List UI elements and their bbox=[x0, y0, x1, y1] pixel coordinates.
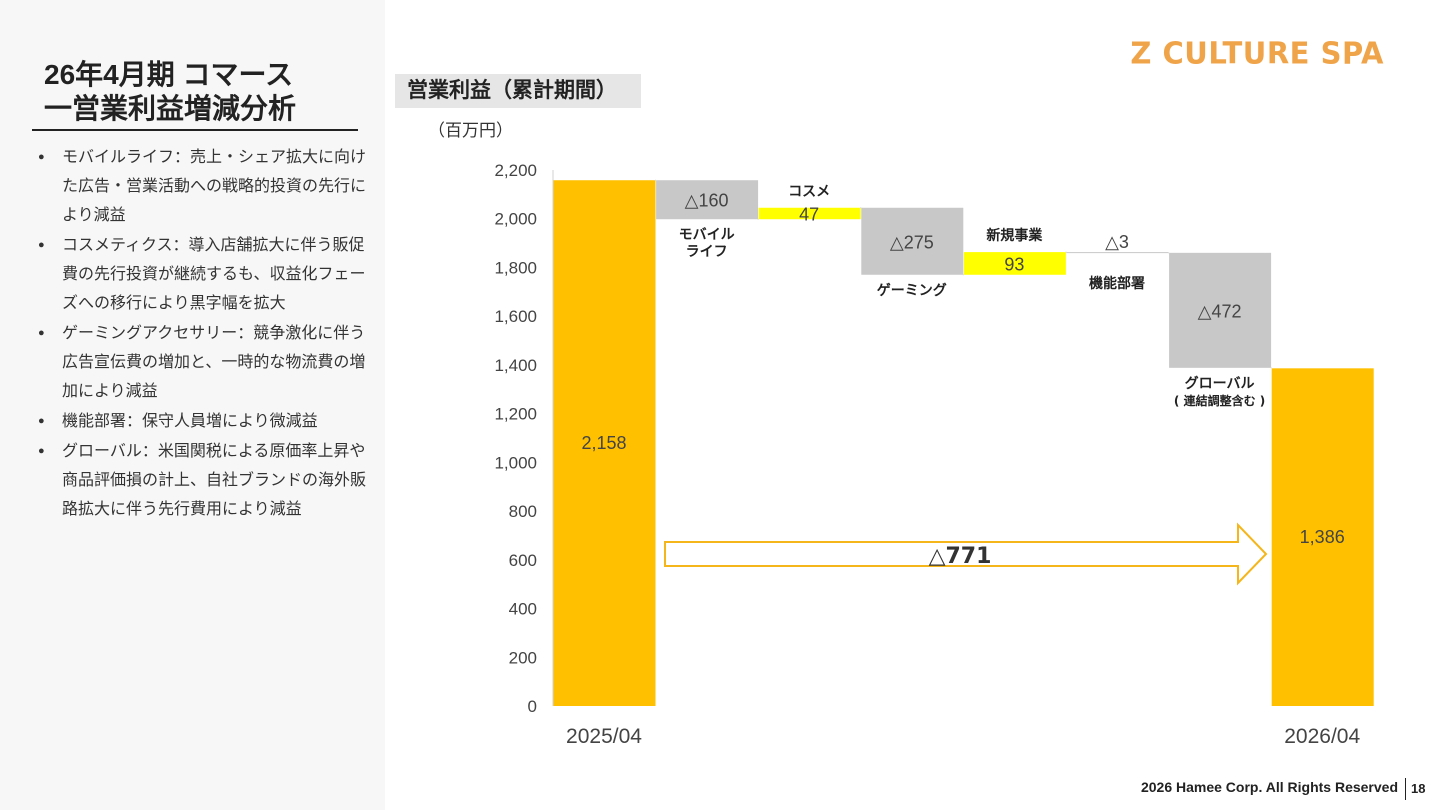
bar-value-label: △275 bbox=[890, 232, 934, 252]
y-tick-label: 1,800 bbox=[494, 258, 537, 277]
bullet-functional-dept: 機能部署：保守人員増により微減益 bbox=[36, 407, 366, 436]
section-label: 営業利益（累計期間） bbox=[395, 74, 641, 108]
bullet-cosmetics: コスメティクス：導入店舗拡大に伴う販促費の先行投資が継続するも、収益化フェーズへ… bbox=[36, 231, 366, 318]
bar-increase bbox=[963, 252, 1066, 275]
step-caption: 新規事業 bbox=[986, 227, 1043, 244]
bullet-global: グローバル：米国関税による原価率上昇や商品評価損の計上、自社ブランドの海外販路拡… bbox=[36, 437, 366, 524]
page-title: 26年4月期 コマース 一営業利益増減分析 bbox=[44, 58, 344, 126]
y-tick-label: 600 bbox=[509, 551, 537, 570]
footer-copyright: 2026 Hamee Corp. All Rights Reserved bbox=[1140, 779, 1398, 795]
bar-value-label: △472 bbox=[1198, 301, 1242, 321]
y-tick-label: 0 bbox=[528, 697, 537, 716]
step-caption: グローバル bbox=[1185, 375, 1255, 392]
bar-value-label: 1,386 bbox=[1300, 527, 1345, 547]
bar-value-label: 93 bbox=[1004, 254, 1024, 274]
bar-decrease bbox=[1066, 252, 1169, 254]
step-caption: モバイル bbox=[679, 227, 735, 243]
y-tick-label: 400 bbox=[509, 600, 537, 619]
bar-decrease bbox=[861, 207, 964, 275]
bar-total bbox=[1271, 368, 1374, 706]
page-title-line-2: 一営業利益増減分析 bbox=[44, 93, 297, 124]
footer-separator bbox=[1405, 778, 1406, 800]
bar-total bbox=[553, 180, 656, 706]
unit-label: （百万円） bbox=[428, 121, 513, 140]
bar-value-label: 2,158 bbox=[581, 433, 626, 453]
bullet-mobile-life: モバイルライフ：売上・シェア拡大に向けた広告・営業活動への戦略的投資の先行により… bbox=[36, 143, 366, 230]
brand-logo: Z CULTURE SPA bbox=[1130, 35, 1384, 71]
y-tick-label: 2,200 bbox=[494, 161, 537, 180]
step-caption: ( 連結調整含む ) bbox=[1174, 393, 1265, 408]
y-tick-label: 1,600 bbox=[494, 307, 537, 326]
title-underline bbox=[32, 129, 358, 131]
bar-increase bbox=[758, 207, 861, 220]
bar-value-label: △3 bbox=[1105, 232, 1129, 252]
bullet-gaming: ゲーミングアクセサリー：競争激化に伴う広告宣伝費の増加と、一時的な物流費の増加に… bbox=[36, 319, 366, 406]
bar-decrease bbox=[656, 180, 759, 220]
y-tick-label: 800 bbox=[509, 502, 537, 521]
x-category-label: 2025/04 bbox=[566, 725, 642, 748]
y-tick-label: 1,000 bbox=[494, 453, 537, 472]
y-tick-label: 2,000 bbox=[494, 210, 537, 229]
page-title-line-1: 26年4月期 コマース bbox=[44, 59, 294, 90]
bullet-list: モバイルライフ：売上・シェア拡大に向けた広告・営業活動への戦略的投資の先行により… bbox=[36, 143, 366, 525]
y-tick-label: 1,200 bbox=[494, 405, 537, 424]
x-category-label: 2026/04 bbox=[1284, 725, 1360, 748]
page-number: 18 bbox=[1411, 781, 1426, 796]
net-change-label: △771 bbox=[929, 544, 992, 569]
step-caption: ライフ bbox=[686, 244, 728, 260]
step-caption: 機能部署 bbox=[1089, 275, 1145, 292]
y-tick-label: 200 bbox=[509, 648, 537, 667]
net-change-arrow bbox=[664, 522, 1268, 586]
step-caption: コスメ bbox=[788, 184, 830, 200]
bar-value-label: 47 bbox=[799, 204, 819, 224]
y-tick-label: 1,400 bbox=[494, 356, 537, 375]
bar-value-label: △160 bbox=[685, 191, 729, 211]
bar-decrease bbox=[1169, 252, 1272, 368]
step-caption: ゲーミング bbox=[877, 282, 947, 299]
